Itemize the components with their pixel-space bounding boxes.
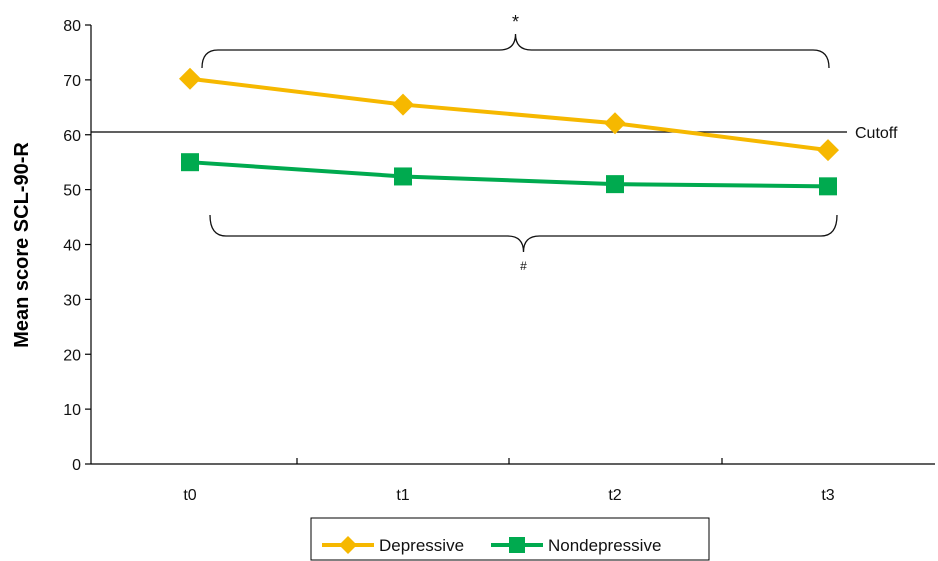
y-tick-label: 0 <box>72 457 81 474</box>
y-axis-label: Mean score SCL-90-R <box>11 142 33 348</box>
legend-label-nondepressive: Nondepressive <box>548 536 661 555</box>
x-tick-label: t2 <box>608 487 621 504</box>
y-ticks: 0 10 20 30 40 50 60 70 80 <box>63 18 91 474</box>
cutoff-label: Cutoff <box>855 125 898 142</box>
x-tick-label: t0 <box>183 487 196 504</box>
legend: Depressive Nondepressive <box>310 517 710 561</box>
y-tick-label: 50 <box>63 183 81 200</box>
series-layer <box>179 67 839 196</box>
y-tick-label: 60 <box>63 128 81 145</box>
legend-square-icon <box>509 537 525 553</box>
y-tick-label: 80 <box>63 18 81 35</box>
series-line-depressive <box>189 76 829 153</box>
data-point[interactable] <box>817 139 839 162</box>
data-point[interactable] <box>392 93 414 116</box>
annotation-asterisk: * <box>512 12 519 32</box>
y-tick-label: 70 <box>63 73 81 90</box>
y-tick-label: 30 <box>63 292 81 309</box>
y-tick-label: 20 <box>63 347 81 364</box>
data-point[interactable] <box>606 175 624 194</box>
legend-item-nondepressive[interactable]: Nondepressive <box>491 536 661 555</box>
bracket-depressive <box>201 33 830 69</box>
legend-diamond-icon <box>339 536 357 554</box>
x-tick-label: t1 <box>396 487 409 504</box>
legend-item-depressive[interactable]: Depressive <box>322 536 464 555</box>
series-depressive <box>179 67 839 162</box>
data-point[interactable] <box>604 112 626 135</box>
legend-label-depressive: Depressive <box>379 536 464 555</box>
series-line-nondepressive <box>189 160 829 189</box>
cutoff-line-group: Cutoff <box>91 125 898 142</box>
series-nondepressive <box>181 153 837 196</box>
y-tick-label: 40 <box>63 238 81 255</box>
data-point[interactable] <box>179 67 201 90</box>
data-point[interactable] <box>181 153 199 172</box>
significance-brackets: * # <box>201 12 838 273</box>
annotation-hash: # <box>520 259 527 273</box>
x-ticks: t0 t1 t2 t3 <box>183 458 835 504</box>
x-tick-label: t3 <box>821 487 834 504</box>
data-point[interactable] <box>819 177 837 196</box>
data-point[interactable] <box>394 167 412 186</box>
bracket-nondepressive <box>209 214 838 253</box>
y-tick-label: 10 <box>63 402 81 419</box>
